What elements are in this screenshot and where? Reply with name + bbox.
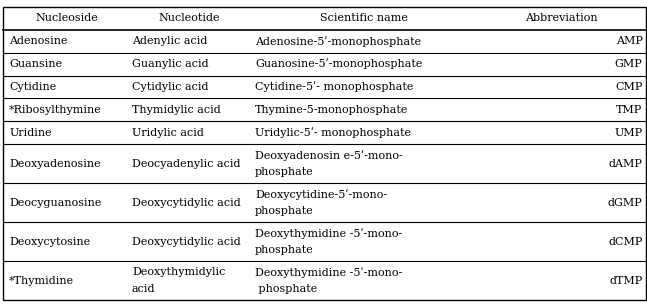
Text: Thymidylic acid: Thymidylic acid [132,105,221,115]
Text: Adenylic acid: Adenylic acid [132,36,207,46]
Text: *Thymidine: *Thymidine [9,276,74,286]
Text: Nucleoside: Nucleoside [36,13,98,23]
Text: Deoxycytosine: Deoxycytosine [9,237,91,247]
Text: Guanylic acid: Guanylic acid [132,59,208,69]
Text: phosphate: phosphate [255,167,314,177]
Text: acid: acid [132,284,155,294]
Text: Deoxycytidylic acid: Deoxycytidylic acid [132,237,241,247]
Text: UMP: UMP [615,128,642,138]
Text: dTMP: dTMP [609,276,642,286]
Text: Adenosine: Adenosine [9,36,67,46]
Text: Guanosine-5ʹ-monophosphate: Guanosine-5ʹ-monophosphate [255,59,422,69]
Text: Deoxyadenosine: Deoxyadenosine [9,159,101,169]
Text: Abbreviation: Abbreviation [525,13,598,23]
Text: phosphate: phosphate [255,284,317,294]
Text: CMP: CMP [615,82,642,92]
Text: Uridine: Uridine [9,128,52,138]
Text: Cytidine: Cytidine [9,82,56,92]
Text: GMP: GMP [615,59,642,69]
Text: Deoxythymidine -5ʹ-mono-: Deoxythymidine -5ʹ-mono- [255,228,402,239]
Text: Cytidine-5ʹ- monophosphate: Cytidine-5ʹ- monophosphate [255,82,413,92]
Text: dGMP: dGMP [608,198,642,208]
Text: Deoxyadenosin e-5ʹ-mono-: Deoxyadenosin e-5ʹ-mono- [255,150,402,161]
Text: Deoxycytidine-5ʹ-mono-: Deoxycytidine-5ʹ-mono- [255,189,387,200]
Text: dAMP: dAMP [609,159,642,169]
Text: AMP: AMP [615,36,642,46]
Text: dCMP: dCMP [608,237,642,247]
Text: Uridylic acid: Uridylic acid [132,128,204,138]
Text: Guansine: Guansine [9,59,62,69]
Text: *Ribosylthymine: *Ribosylthymine [9,105,102,115]
Text: Thymine-5-monophosphate: Thymine-5-monophosphate [255,105,408,115]
Text: Scientific name: Scientific name [320,13,408,23]
Text: phosphate: phosphate [255,245,314,255]
Text: Deoxythymidine -5ʹ-mono-: Deoxythymidine -5ʹ-mono- [255,267,402,278]
Text: TMP: TMP [616,105,642,115]
Text: Adenosine-5ʹ-monophosphate: Adenosine-5ʹ-monophosphate [255,36,421,47]
Text: phosphate: phosphate [255,206,314,216]
Text: Cytidylic acid: Cytidylic acid [132,82,208,92]
Text: Deocyguanosine: Deocyguanosine [9,198,102,208]
Text: Uridylic-5ʹ- monophosphate: Uridylic-5ʹ- monophosphate [255,128,411,138]
Text: Deocyadenylic acid: Deocyadenylic acid [132,159,241,169]
Text: Deoxycytidylic acid: Deoxycytidylic acid [132,198,241,208]
Text: Nucleotide: Nucleotide [159,13,221,23]
Text: Deoxythymidylic: Deoxythymidylic [132,267,225,278]
